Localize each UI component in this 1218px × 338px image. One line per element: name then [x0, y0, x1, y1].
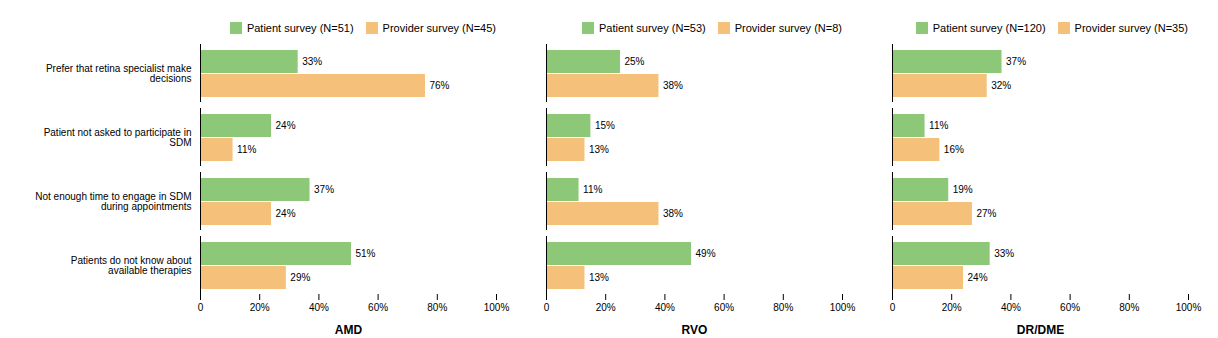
svg-text:80%: 80%	[427, 302, 447, 313]
svg-text:33%: 33%	[302, 56, 322, 67]
svg-text:38%: 38%	[663, 80, 683, 91]
svg-text:20%: 20%	[596, 302, 616, 313]
svg-text:40%: 40%	[655, 302, 675, 313]
svg-text:60%: 60%	[714, 302, 734, 313]
svg-text:37%: 37%	[1006, 56, 1026, 67]
svg-text:51%: 51%	[355, 248, 375, 259]
svg-text:37%: 37%	[314, 184, 334, 195]
svg-text:24%: 24%	[968, 272, 988, 283]
svg-text:32%: 32%	[991, 80, 1011, 91]
svg-text:24%: 24%	[276, 208, 296, 219]
svg-text:100%: 100%	[1176, 302, 1202, 313]
svg-text:60%: 60%	[1060, 302, 1080, 313]
svg-text:0: 0	[890, 302, 896, 313]
svg-text:100%: 100%	[830, 302, 856, 313]
html-text:Provider survey (N=35): Provider survey (N=35)	[1074, 22, 1188, 34]
html-text:Patient survey (N=120): Patient survey (N=120)	[932, 22, 1046, 34]
svg-text:29%: 29%	[290, 272, 310, 283]
svg-text:38%: 38%	[663, 208, 683, 219]
svg-text:20%: 20%	[942, 302, 962, 313]
svg-text:11%: 11%	[929, 120, 948, 131]
svg-text:100%: 100%	[484, 302, 510, 313]
svg-text:0: 0	[544, 302, 550, 313]
svg-text:25%: 25%	[625, 56, 645, 67]
svg-text:16%: 16%	[944, 144, 964, 155]
svg-text:DR/DME: DR/DME	[1017, 323, 1064, 337]
svg-text:60%: 60%	[368, 302, 388, 313]
svg-text:27%: 27%	[976, 208, 996, 219]
svg-text:AMD: AMD	[335, 323, 363, 337]
svg-text:Patients do not know aboutavai: Patients do not know aboutavailable ther…	[71, 255, 192, 276]
svg-text:33%: 33%	[994, 248, 1014, 259]
svg-text:24%: 24%	[276, 120, 296, 131]
svg-text:76%: 76%	[429, 80, 449, 91]
svg-text:80%: 80%	[773, 302, 793, 313]
svg-text:13%: 13%	[589, 144, 609, 155]
svg-text:19%: 19%	[953, 184, 973, 195]
svg-text:40%: 40%	[1001, 302, 1021, 313]
html-text:Provider survey (N=45): Provider survey (N=45)	[382, 22, 496, 34]
svg-text:RVO: RVO	[682, 323, 708, 337]
svg-text:15%: 15%	[595, 120, 615, 131]
svg-text:Prefer that retina specialist: Prefer that retina specialist makedecisi…	[46, 63, 192, 84]
svg-text:80%: 80%	[1119, 302, 1139, 313]
svg-text:11%: 11%	[237, 144, 256, 155]
svg-text:Not enough time to engage in S: Not enough time to engage in SDMduring a…	[35, 191, 191, 212]
html-text:Patient survey (N=53): Patient survey (N=53)	[599, 22, 706, 34]
html-text:Provider survey (N=8): Provider survey (N=8)	[734, 22, 842, 34]
svg-text:11%: 11%	[583, 184, 602, 195]
svg-text:0: 0	[198, 302, 204, 313]
html-text:Patient survey (N=51): Patient survey (N=51)	[246, 22, 354, 34]
svg-text:Patient not asked to participa: Patient not asked to participate inSDM	[44, 127, 192, 148]
svg-text:13%: 13%	[589, 272, 609, 283]
svg-text:49%: 49%	[696, 248, 716, 259]
svg-text:40%: 40%	[309, 302, 329, 313]
svg-text:20%: 20%	[250, 302, 270, 313]
